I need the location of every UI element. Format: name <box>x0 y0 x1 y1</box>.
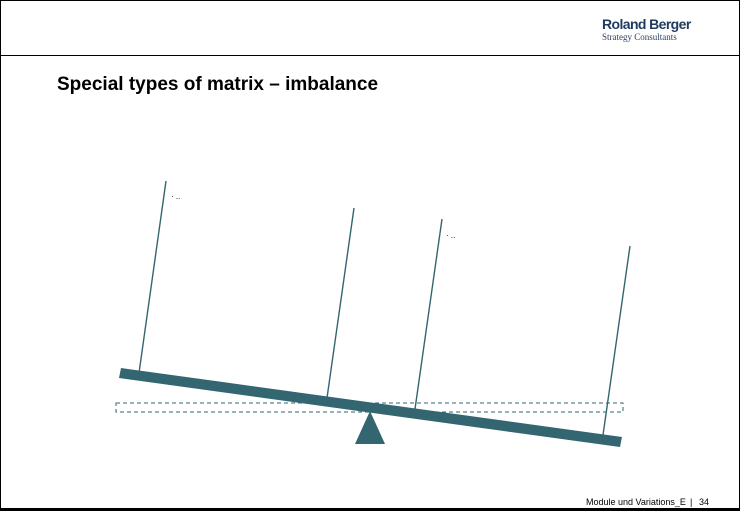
logo-tagline: Strategy Consultants <box>602 32 677 42</box>
pole-2 <box>326 207 355 399</box>
bullet-label-1: · .. <box>171 192 180 201</box>
roland-berger-logo: Roland Berger Strategy Consultants <box>602 16 712 43</box>
fulcrum-triangle <box>355 411 385 444</box>
pole-1 <box>138 180 167 374</box>
page-number: 34 <box>699 497 710 507</box>
page-title: Special types of matrix – imbalance <box>57 74 379 95</box>
header-divider <box>1 55 739 56</box>
footer-separator: | <box>690 497 693 507</box>
seesaw-beam <box>119 368 622 447</box>
footer-module-name: Module und Variations_E <box>586 497 686 507</box>
bullet-label-2: · .. <box>446 231 455 240</box>
pole-4 <box>602 245 631 436</box>
footer-divider <box>1 508 739 510</box>
pole-3 <box>414 218 443 410</box>
logo-wordmark: Roland Berger <box>602 16 691 32</box>
